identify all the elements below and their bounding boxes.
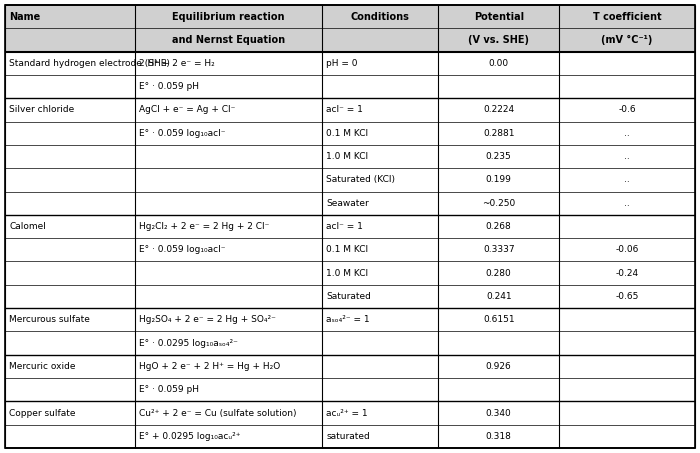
Text: 0.00: 0.00 [489, 59, 509, 68]
Text: E° · 0.059 pH: E° · 0.059 pH [139, 385, 199, 394]
Text: ..: .. [624, 199, 630, 207]
Bar [5, 75, 695, 98]
Bar [5, 424, 695, 448]
Text: Potential: Potential [474, 12, 524, 22]
Text: ..: .. [624, 152, 630, 161]
Text: and Nernst Equation: and Nernst Equation [172, 35, 285, 45]
Text: 0.199: 0.199 [486, 175, 512, 184]
Text: (mV °C⁻¹): (mV °C⁻¹) [601, 35, 652, 45]
Text: 0.280: 0.280 [486, 269, 512, 278]
Text: 0.340: 0.340 [486, 409, 512, 418]
Text: Name: Name [9, 12, 41, 22]
Text: 2 H⁺ + 2 e⁻ = H₂: 2 H⁺ + 2 e⁻ = H₂ [139, 59, 214, 68]
Text: Calomel: Calomel [9, 222, 46, 231]
Bar [5, 168, 695, 192]
Text: ..: .. [624, 129, 630, 138]
Text: E° · 0.059 pH: E° · 0.059 pH [139, 82, 199, 91]
Text: Hg₂Cl₂ + 2 e⁻ = 2 Hg + 2 Cl⁻: Hg₂Cl₂ + 2 e⁻ = 2 Hg + 2 Cl⁻ [139, 222, 269, 231]
Text: 0.3337: 0.3337 [483, 246, 514, 254]
Text: 1.0 M KCl: 1.0 M KCl [326, 152, 368, 161]
Text: 0.926: 0.926 [486, 362, 512, 371]
Text: 0.1 M KCl: 0.1 M KCl [326, 246, 368, 254]
Bar [5, 308, 695, 332]
Text: 0.268: 0.268 [486, 222, 512, 231]
Bar [559, 5, 695, 52]
Bar [5, 215, 695, 238]
Text: 0.318: 0.318 [486, 432, 512, 441]
Bar [5, 332, 695, 355]
Text: Standard hydrogen electrode (SHE): Standard hydrogen electrode (SHE) [9, 59, 170, 68]
Text: -0.6: -0.6 [618, 106, 636, 115]
Text: E° · 0.0295 log₁₀aₛₒ₄²⁻: E° · 0.0295 log₁₀aₛₒ₄²⁻ [139, 338, 237, 347]
Bar [5, 145, 695, 168]
Bar [323, 5, 438, 52]
Text: Cu²⁺ + 2 e⁻ = Cu (sulfate solution): Cu²⁺ + 2 e⁻ = Cu (sulfate solution) [139, 409, 296, 418]
Text: E° · 0.059 log₁₀aᴄl⁻: E° · 0.059 log₁₀aᴄl⁻ [139, 129, 225, 138]
Text: T coefficient: T coefficient [593, 12, 662, 22]
Text: -0.24: -0.24 [615, 269, 638, 278]
Text: 0.2224: 0.2224 [483, 106, 514, 115]
Bar [5, 285, 695, 308]
Text: HgO + 2 e⁻ + 2 H⁺ = Hg + H₂O: HgO + 2 e⁻ + 2 H⁺ = Hg + H₂O [139, 362, 280, 371]
Text: ~0.250: ~0.250 [482, 199, 515, 207]
Text: -0.06: -0.06 [615, 246, 638, 254]
Text: Hg₂SO₄ + 2 e⁻ = 2 Hg + SO₄²⁻: Hg₂SO₄ + 2 e⁻ = 2 Hg + SO₄²⁻ [139, 315, 276, 324]
Text: 0.6151: 0.6151 [483, 315, 514, 324]
Text: Saturated (KCl): Saturated (KCl) [326, 175, 396, 184]
Text: Seawater: Seawater [326, 199, 369, 207]
Bar [438, 5, 559, 52]
Text: 0.1 M KCl: 0.1 M KCl [326, 129, 368, 138]
Text: 0.235: 0.235 [486, 152, 512, 161]
Text: Silver chloride: Silver chloride [9, 106, 74, 115]
Text: E° + 0.0295 log₁₀aᴄᵤ²⁺: E° + 0.0295 log₁₀aᴄᵤ²⁺ [139, 432, 240, 441]
Text: Saturated: Saturated [326, 292, 371, 301]
Text: pH = 0: pH = 0 [326, 59, 358, 68]
Bar [5, 5, 134, 52]
Text: saturated: saturated [326, 432, 370, 441]
Bar [5, 378, 695, 401]
Bar [5, 238, 695, 261]
Bar [5, 401, 695, 424]
Bar [134, 5, 323, 52]
Bar [5, 261, 695, 285]
Text: -0.65: -0.65 [615, 292, 638, 301]
Text: 0.2881: 0.2881 [483, 129, 514, 138]
Text: aᴄᵤ²⁺ = 1: aᴄᵤ²⁺ = 1 [326, 409, 368, 418]
Text: Mercurous sulfate: Mercurous sulfate [9, 315, 90, 324]
Text: AgCl + e⁻ = Ag + Cl⁻: AgCl + e⁻ = Ag + Cl⁻ [139, 106, 235, 115]
Text: (V vs. SHE): (V vs. SHE) [468, 35, 529, 45]
Bar [5, 355, 695, 378]
Text: ..: .. [624, 175, 630, 184]
Bar [5, 192, 695, 215]
Bar [5, 98, 695, 121]
Text: aₛₒ₄²⁻ = 1: aₛₒ₄²⁻ = 1 [326, 315, 370, 324]
Text: aᴄl⁻ = 1: aᴄl⁻ = 1 [326, 106, 363, 115]
Text: Conditions: Conditions [351, 12, 409, 22]
Bar [5, 121, 695, 145]
Text: 0.241: 0.241 [486, 292, 512, 301]
Text: E° · 0.059 log₁₀aᴄl⁻: E° · 0.059 log₁₀aᴄl⁻ [139, 246, 225, 254]
Text: Copper sulfate: Copper sulfate [9, 409, 76, 418]
Bar [5, 52, 695, 75]
Text: Equilibrium reaction: Equilibrium reaction [172, 12, 285, 22]
Text: 1.0 M KCl: 1.0 M KCl [326, 269, 368, 278]
Text: Mercuric oxide: Mercuric oxide [9, 362, 76, 371]
Text: aᴄl⁻ = 1: aᴄl⁻ = 1 [326, 222, 363, 231]
